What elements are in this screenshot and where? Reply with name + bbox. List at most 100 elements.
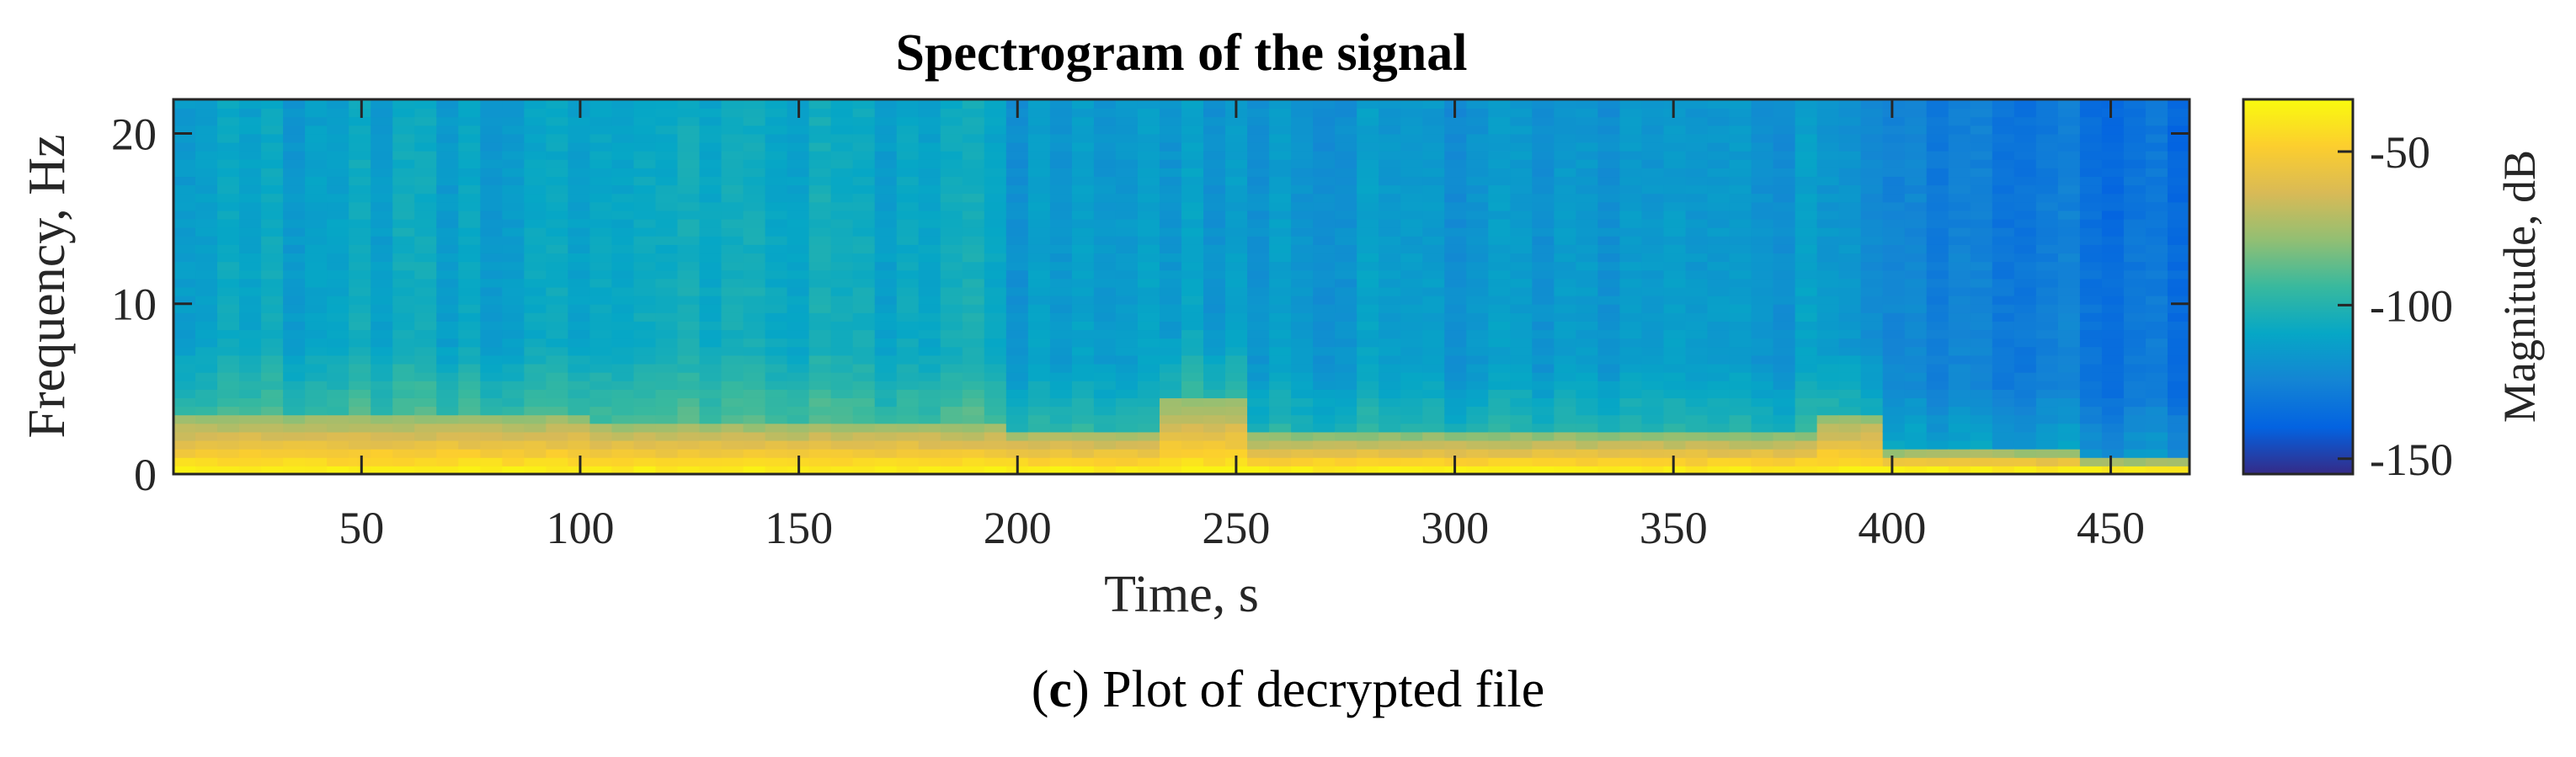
heatmap-cell bbox=[1357, 108, 1380, 118]
heatmap-cell bbox=[918, 295, 941, 305]
heatmap-cell bbox=[721, 158, 744, 168]
heatmap-cell bbox=[2167, 414, 2189, 424]
heatmap-cell bbox=[677, 261, 701, 271]
heatmap-cell bbox=[765, 312, 788, 322]
heatmap-cell bbox=[217, 193, 241, 203]
heatmap-cell bbox=[436, 261, 460, 271]
heatmap-cell bbox=[655, 286, 679, 296]
heatmap-cell bbox=[480, 218, 504, 228]
heatmap-cell bbox=[305, 227, 328, 237]
heatmap-cell bbox=[1247, 346, 1271, 356]
heatmap-cell bbox=[1751, 210, 1774, 220]
heatmap-cell bbox=[721, 286, 744, 296]
heatmap-cell bbox=[392, 380, 416, 390]
heatmap-cell bbox=[1948, 184, 1971, 195]
heatmap-cell bbox=[918, 235, 941, 245]
heatmap-cell bbox=[2123, 286, 2147, 296]
heatmap-cell bbox=[1444, 235, 1468, 245]
heatmap-cell bbox=[436, 312, 460, 322]
heatmap-cell bbox=[1576, 108, 1599, 118]
heatmap-cell bbox=[371, 338, 394, 348]
heatmap-cell bbox=[1597, 406, 1621, 416]
heatmap-cell bbox=[1093, 423, 1117, 433]
heatmap-cell bbox=[2079, 380, 2103, 390]
heatmap-cell bbox=[1049, 431, 1073, 441]
heatmap-cell bbox=[261, 380, 285, 390]
heatmap-cell bbox=[305, 329, 328, 339]
heatmap-cell bbox=[1247, 278, 1271, 288]
heatmap-cell bbox=[1510, 423, 1533, 433]
heatmap-cell bbox=[1247, 380, 1271, 390]
heatmap-cell bbox=[830, 414, 854, 424]
heatmap-cell bbox=[1641, 227, 1665, 237]
heatmap-cell bbox=[1269, 158, 1293, 168]
heatmap-cell bbox=[830, 210, 854, 220]
heatmap-cell bbox=[1005, 414, 1029, 424]
heatmap-cell bbox=[1466, 184, 1490, 195]
heatmap-cell bbox=[1948, 243, 1971, 254]
heatmap-cell bbox=[1619, 380, 1643, 390]
heatmap-cell bbox=[633, 465, 657, 474]
heatmap-cell bbox=[327, 423, 350, 433]
heatmap-cell bbox=[1247, 448, 1271, 458]
heatmap-cell bbox=[305, 210, 328, 220]
heatmap-cell bbox=[1641, 312, 1665, 322]
heatmap-cell bbox=[1269, 176, 1293, 186]
heatmap-cell bbox=[2167, 456, 2189, 466]
heatmap-cell bbox=[984, 133, 1007, 143]
heatmap-cell bbox=[1203, 440, 1227, 450]
heatmap-cell bbox=[261, 355, 285, 365]
heatmap-cell bbox=[1027, 431, 1051, 441]
heatmap-cell bbox=[984, 380, 1007, 390]
heatmap-cell bbox=[1027, 167, 1051, 178]
heatmap-cell bbox=[1619, 176, 1643, 186]
heatmap-cell bbox=[1335, 150, 1358, 160]
heatmap-cell bbox=[1597, 414, 1621, 424]
heatmap-cell bbox=[874, 431, 898, 441]
heatmap-cell bbox=[1159, 227, 1182, 237]
heatmap-cell bbox=[1729, 414, 1752, 424]
heatmap-cell bbox=[962, 423, 985, 433]
heatmap-cell bbox=[2101, 158, 2125, 168]
heatmap-cell bbox=[1203, 141, 1227, 152]
heatmap-cell bbox=[1597, 218, 1621, 228]
heatmap-cell bbox=[1685, 338, 1709, 348]
heatmap-cell bbox=[918, 363, 941, 373]
heatmap-cell bbox=[283, 243, 307, 254]
heatmap-cell bbox=[2057, 397, 2081, 408]
heatmap-cell bbox=[414, 150, 438, 160]
heatmap-cell bbox=[1422, 269, 1446, 280]
heatmap-cell bbox=[1663, 465, 1687, 474]
heatmap-cell bbox=[1488, 388, 1512, 398]
heatmap-cell bbox=[327, 193, 350, 203]
heatmap-cell bbox=[1685, 125, 1709, 135]
heatmap-cell bbox=[721, 406, 744, 416]
heatmap-cell bbox=[2167, 371, 2189, 381]
heatmap-cell bbox=[1269, 141, 1293, 152]
heatmap-cell bbox=[2079, 99, 2103, 109]
x-tick-label: 350 bbox=[1640, 503, 1708, 553]
heatmap-cell bbox=[1027, 243, 1051, 254]
heatmap-cell bbox=[808, 312, 832, 322]
heatmap-cell bbox=[524, 150, 547, 160]
heatmap-cell bbox=[1225, 329, 1249, 339]
heatmap-cell bbox=[1071, 167, 1095, 178]
heatmap-cell bbox=[1838, 388, 1862, 398]
heatmap-cell bbox=[1466, 303, 1490, 313]
heatmap-cell bbox=[2123, 448, 2147, 458]
heatmap-cell bbox=[546, 150, 569, 160]
heatmap-cell bbox=[349, 448, 372, 458]
heatmap-cell bbox=[1816, 133, 1840, 143]
heatmap-cell bbox=[261, 320, 285, 331]
heatmap-cell bbox=[940, 167, 963, 178]
heatmap-cell bbox=[699, 312, 723, 322]
heatmap-cell bbox=[1181, 465, 1205, 474]
heatmap-cell bbox=[2145, 414, 2168, 424]
heatmap-cell bbox=[611, 423, 635, 433]
heatmap-cell bbox=[2079, 235, 2103, 245]
heatmap-cell bbox=[1970, 108, 1993, 118]
heatmap-cell bbox=[217, 158, 241, 168]
heatmap-cell bbox=[1071, 406, 1095, 416]
heatmap-cell bbox=[743, 227, 766, 237]
heatmap-cell bbox=[2057, 423, 2081, 433]
